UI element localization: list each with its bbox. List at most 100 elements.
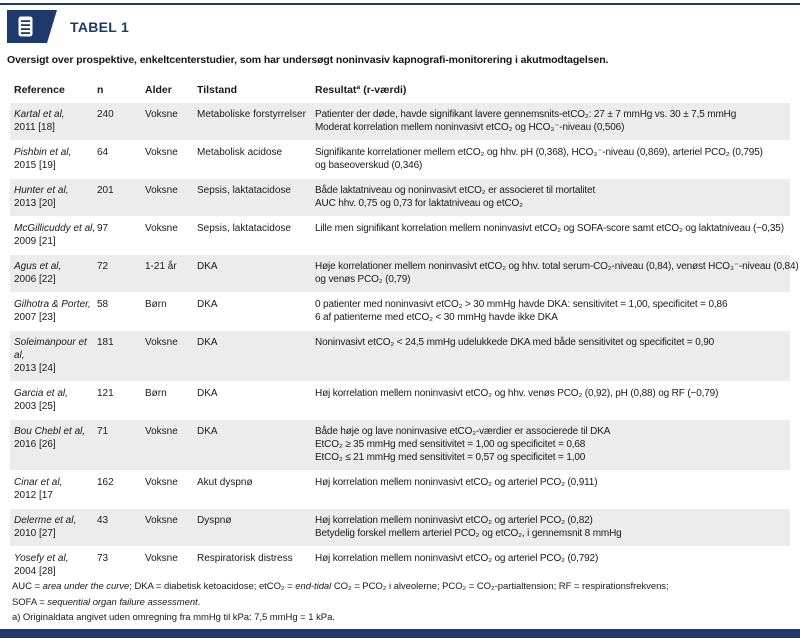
table-row: Bou Chebl et al, 2016 [26] 71 Voksne DKA… [10, 420, 790, 470]
cell-tilstand: Metabolisk acidose [197, 147, 283, 158]
cell-n: 181 [97, 337, 114, 348]
cell-n: 121 [97, 388, 114, 399]
cell-resultat: 0 patienter med noninvasivt etCO₂ > 30 m… [315, 298, 786, 324]
result-line: Signifikante korrelationer mellem etCO₂ … [315, 147, 763, 158]
study-year-citation: 2013 [24] [14, 363, 56, 374]
footnote-text: ; DKA = diabetisk ketoacidose; etCO₂ = [129, 581, 296, 592]
result-line: Høj korrelation mellem noninvasivt etCO₂… [315, 477, 598, 488]
result-line: EtCO₂ ≤ 21 mmHg med sensitivitet = 0,57 … [315, 452, 586, 463]
table-caption: Oversigt over prospektive, enkeltcenters… [7, 54, 609, 66]
cell-reference: Garcia et al, 2003 [25] [14, 387, 97, 413]
cell-n: 72 [97, 261, 109, 272]
study-year-citation: 2003 [25] [14, 401, 56, 412]
cell-alder: Voksne [145, 223, 178, 234]
cell-tilstand: DKA [197, 299, 218, 310]
result-line: og baseoverskud (0,346) [315, 160, 423, 171]
cell-tilstand: Respiratorisk distress [197, 553, 293, 564]
cell-resultat: Signifikante korrelationer mellem etCO₂ … [315, 146, 786, 172]
cell-alder: Voksne [145, 185, 178, 196]
study-year-citation: 2011 [18] [14, 122, 55, 133]
result-line: 0 patienter med noninvasivt etCO₂ > 30 m… [315, 299, 728, 310]
study-year-citation: 2009 [21] [14, 236, 56, 247]
col-header-n: n [97, 84, 104, 96]
result-line: Moderat korrelation mellem noninvasivt e… [315, 122, 625, 133]
study-year-citation: 2007 [23] [14, 312, 56, 323]
study-authors: Agus et al, [14, 261, 62, 272]
result-line: Både laktatniveau og noninvasivt etCO₂ e… [315, 185, 596, 196]
table-row: Agus et al, 2006 [22] 72 1-21 år DKA Høj… [10, 255, 799, 292]
cell-alder: Voksne [145, 337, 178, 348]
table-row: McGillicuddy et al, 2009 [21] 97 Voksne … [10, 217, 790, 254]
col-header-tilstand: Tilstand [197, 84, 238, 96]
table-row: Yosefy et al, 2004 [28] 73 Voksne Respir… [10, 547, 790, 584]
cell-alder: Voksne [145, 426, 178, 437]
cell-alder: Voksne [145, 515, 178, 526]
cell-n: 201 [97, 185, 114, 196]
cell-reference: Soleimanpour et al, 2013 [24] [14, 336, 97, 375]
cell-n: 58 [97, 299, 109, 310]
cell-reference: Delerme et al, 2010 [27] [14, 514, 97, 540]
result-line: Høj korrelation mellem noninvasivt etCO₂… [315, 515, 593, 526]
study-authors: Pishbin et al, [14, 147, 72, 158]
cell-tilstand: Sepsis, laktatacidose [197, 223, 291, 234]
cell-resultat: Høj korrelation mellem noninvasivt etCO₂… [315, 514, 786, 540]
result-line: AUC hhv. 0,75 og 0,73 for laktatniveau o… [315, 198, 523, 209]
result-line: Noninvasivt etCO₂ < 24,5 mmHg udelukkede… [315, 337, 715, 348]
result-line: EtCO₂ ≥ 35 mmHg med sensitivitet = 1,00 … [315, 439, 586, 450]
table-row: Garcia et al, 2003 [25] 121 Børn DKA Høj… [10, 382, 790, 419]
cell-resultat: Patienter der døde, havde signifikant la… [315, 108, 786, 134]
cell-resultat: Høje korrelationer mellem noninvasivt et… [315, 260, 799, 286]
result-line: Høje korrelationer mellem noninvasivt et… [315, 261, 799, 272]
cell-tilstand: DKA [197, 337, 218, 348]
table-head-row: Reference n Alder Tilstand Resultatª (r-… [10, 79, 790, 103]
cell-alder: Børn [145, 299, 167, 310]
study-year-citation: 2006 [22] [14, 274, 56, 285]
study-authors: Soleimanpour et al, [14, 337, 87, 361]
table-header: TABEL 1 [7, 10, 129, 43]
study-authors: Bou Chebl et al, [14, 426, 86, 437]
cell-reference: Gilhotra & Porter, 2007 [23] [14, 298, 97, 324]
footnote-italic-term: end-tidal [295, 581, 332, 592]
bottom-divider-bar [0, 629, 800, 638]
cell-n: 71 [97, 426, 109, 437]
cell-reference: Yosefy et al, 2004 [28] [14, 552, 97, 578]
result-line: Både høje og lave noninvasive etCO₂-værd… [315, 426, 611, 437]
study-year-citation: 2016 [26] [14, 439, 56, 450]
cell-resultat: Høj korrelation mellem noninvasivt etCO₂… [315, 387, 786, 413]
footnote-text: AUC = [12, 581, 43, 592]
col-header-resultat: Resultatª (r-værdi) [315, 84, 407, 96]
cell-alder: 1-21 år [145, 261, 177, 272]
cell-n: 43 [97, 515, 109, 526]
cell-tilstand: DKA [197, 426, 218, 437]
table-row: Delerme et al, 2010 [27] 43 Voksne Dyspn… [10, 509, 790, 546]
cell-n: 73 [97, 553, 109, 564]
table-label: TABEL 1 [70, 18, 130, 35]
table-row: Pishbin et al, 2015 [19] 64 Voksne Metab… [10, 141, 790, 178]
cell-reference: McGillicuddy et al, 2009 [21] [14, 222, 97, 248]
footnote-text: SOFA = [12, 596, 48, 608]
cell-tilstand: Dyspnø [197, 515, 232, 526]
table-row: Kartal et al, 2011 [18] 240 Voksne Metab… [10, 103, 790, 140]
cell-alder: Børn [145, 388, 167, 399]
result-line: Høj korrelation mellem noninvasivt etCO₂… [315, 388, 719, 399]
cell-tilstand: Akut dyspnø [197, 477, 253, 488]
study-authors: Yosefy et al, [14, 553, 69, 564]
cell-tilstand: DKA [197, 388, 218, 399]
cell-alder: Voksne [145, 109, 178, 120]
table-body: Kartal et al, 2011 [18] 240 Voksne Metab… [10, 103, 799, 584]
result-line: 6 af patienterne med etCO₂ < 30 mmHg hav… [315, 312, 558, 323]
cell-n: 97 [97, 223, 109, 234]
cell-reference: Pishbin et al, 2015 [19] [14, 146, 97, 172]
cell-n: 240 [97, 109, 114, 120]
table-row: Cinar et al, 2012 [17 162 Voksne Akut dy… [10, 471, 790, 508]
cell-reference: Cinar et al, 2012 [17 [14, 476, 97, 502]
cell-resultat: Høj korrelation mellem noninvasivt etCO₂… [315, 476, 786, 502]
study-authors: Cinar et al, [14, 477, 63, 488]
cell-alder: Voksne [145, 477, 178, 488]
cell-reference: Agus et al, 2006 [22] [14, 260, 97, 286]
col-header-alder: Alder [145, 84, 172, 96]
result-line: Lille men signifikant korrelation mellem… [315, 223, 784, 234]
cell-n: 162 [97, 477, 114, 488]
cell-reference: Hunter et al, 2013 [20] [14, 184, 97, 210]
table-icon-badge [7, 10, 57, 43]
